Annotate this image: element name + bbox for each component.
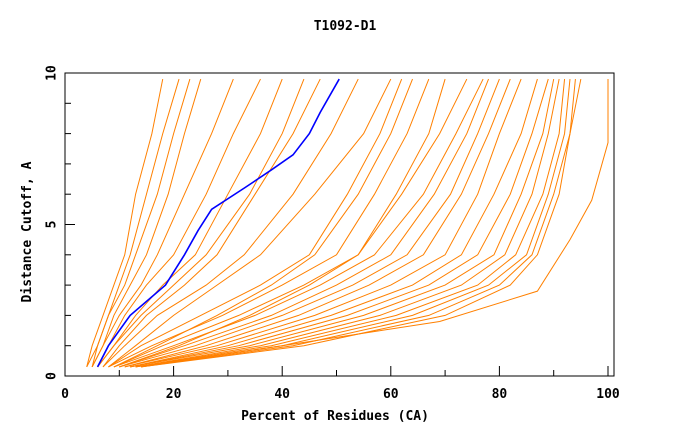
series-line-9	[108, 78, 403, 368]
x-tick-label: 60	[383, 387, 399, 402]
y-axis-label: Distance Cutoff, A	[20, 161, 35, 302]
series-line-21	[135, 79, 566, 368]
series-line-12	[113, 78, 484, 368]
y-tick-label: 10	[45, 65, 60, 81]
series-line-11	[113, 78, 468, 368]
series-line-2	[91, 78, 191, 368]
x-tick-label: 80	[492, 387, 508, 402]
series-line-1	[86, 78, 180, 368]
series-line-6	[97, 78, 283, 368]
x-axis-label: Percent of Residues (CA)	[241, 409, 429, 424]
plot-frame	[64, 72, 615, 377]
series-line-17	[130, 78, 538, 368]
highlight-line	[96, 78, 340, 368]
x-tick-label: 40	[274, 387, 290, 402]
y-tick-label: 5	[45, 221, 60, 229]
series-line-23	[140, 79, 576, 368]
series-line-27	[108, 78, 392, 368]
series-line-14	[119, 78, 500, 368]
series-line-13	[119, 78, 490, 368]
chart-title: T1092-D1	[314, 19, 377, 34]
series-line-19	[130, 78, 555, 368]
series-line-26	[119, 78, 446, 368]
x-tick-label: 20	[166, 387, 182, 402]
series-line-25	[113, 78, 413, 368]
series-line-22	[135, 79, 571, 368]
series-line-7	[102, 78, 321, 368]
series-line-18	[130, 78, 549, 368]
x-tick-label: 0	[61, 387, 69, 402]
series-line-5	[97, 78, 261, 368]
series-line-3	[91, 78, 202, 368]
series-line-10	[108, 78, 430, 368]
series-line-20	[135, 78, 560, 368]
x-tick-label: 100	[596, 387, 620, 402]
series-line-16	[124, 78, 522, 368]
y-tick-label: 0	[45, 372, 60, 380]
series-line-15	[124, 78, 511, 368]
series-line-8	[102, 78, 359, 368]
series-line-29	[140, 79, 609, 368]
series-line-24	[140, 78, 582, 368]
series-line-0	[86, 78, 164, 368]
series-line-4	[91, 78, 234, 368]
series-line-28	[97, 78, 305, 368]
